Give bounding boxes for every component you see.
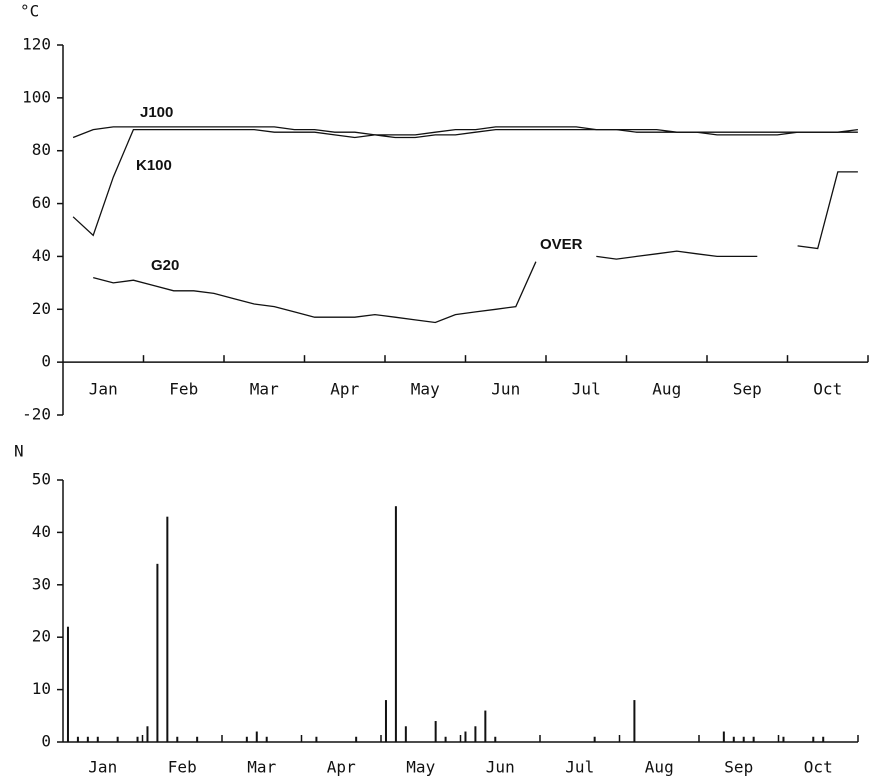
y-tick-label: -20	[22, 405, 51, 424]
bar	[255, 731, 258, 742]
annotation: OVER	[540, 236, 583, 253]
bar	[136, 736, 139, 742]
bar	[245, 736, 248, 742]
bar	[742, 736, 745, 742]
x-tick-label: Jul	[572, 380, 601, 399]
x-tick-label: Feb	[169, 380, 198, 399]
series-label: K100	[136, 157, 172, 174]
bar	[484, 710, 487, 742]
series-line	[72, 126, 858, 139]
bar	[464, 731, 467, 742]
bar	[494, 736, 497, 742]
bar	[722, 731, 725, 742]
x-tick-label: Jun	[486, 758, 515, 777]
bar	[633, 700, 636, 742]
bar	[76, 736, 79, 742]
y-axis-unit: N	[14, 442, 24, 461]
bar	[86, 736, 89, 742]
x-tick-label: Sep	[733, 380, 762, 399]
x-tick-label: Aug	[652, 380, 681, 399]
bar	[146, 726, 149, 742]
y-tick-label: 50	[32, 470, 51, 489]
x-tick-label: Oct	[813, 380, 842, 399]
x-tick-label: Oct	[804, 758, 833, 777]
x-tick-label: Apr	[327, 758, 356, 777]
bar	[166, 516, 169, 742]
series-line	[93, 171, 858, 324]
bar	[732, 736, 735, 742]
y-tick-label: 100	[22, 87, 51, 106]
x-tick-label: Sep	[724, 758, 753, 777]
y-tick-label: 40	[32, 522, 51, 541]
x-tick-label: Jan	[89, 380, 118, 399]
x-tick-label: Feb	[168, 758, 197, 777]
bar	[434, 721, 437, 742]
y-tick-label: 60	[32, 193, 51, 212]
bar	[444, 736, 447, 742]
bar	[593, 736, 596, 742]
bar	[782, 736, 785, 742]
x-tick-label: Jan	[88, 758, 117, 777]
x-tick-label: Mar	[247, 758, 276, 777]
bar	[265, 736, 268, 742]
bar	[394, 506, 397, 742]
y-axis-unit: °C	[20, 2, 39, 21]
bar	[752, 736, 755, 742]
y-tick-label: 10	[32, 679, 51, 698]
y-tick-label: 0	[41, 732, 51, 751]
y-tick-label: 40	[32, 246, 51, 265]
x-tick-label: Apr	[330, 380, 359, 399]
y-tick-label: 20	[32, 299, 51, 318]
y-tick-label: 30	[32, 574, 51, 593]
bar	[812, 736, 815, 742]
y-tick-label: 20	[32, 627, 51, 646]
bar	[474, 726, 477, 742]
bar	[822, 736, 825, 742]
x-tick-label: Jun	[491, 380, 520, 399]
series-label: J100	[140, 104, 173, 121]
y-tick-label: 80	[32, 140, 51, 159]
bar	[156, 563, 159, 742]
bar	[116, 736, 119, 742]
bar	[66, 626, 69, 742]
y-tick-label: 120	[22, 35, 51, 54]
series-line	[72, 126, 858, 237]
bar	[196, 736, 199, 742]
x-tick-label: Aug	[645, 758, 674, 777]
bar	[315, 736, 318, 742]
bar	[384, 700, 387, 742]
x-tick-label: May	[411, 380, 440, 399]
bar	[404, 726, 407, 742]
bar	[96, 736, 99, 742]
x-tick-label: Jul	[565, 758, 594, 777]
y-tick-label: 0	[41, 352, 51, 371]
series-label: G20	[151, 257, 179, 274]
bar	[355, 736, 358, 742]
x-tick-label: May	[406, 758, 435, 777]
x-tick-label: Mar	[250, 380, 279, 399]
bar	[176, 736, 179, 742]
